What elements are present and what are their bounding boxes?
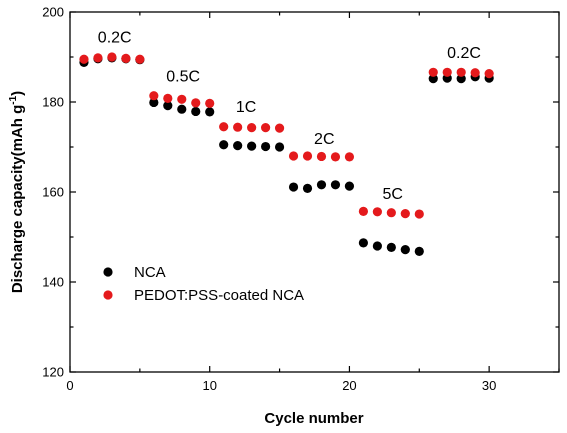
point-nca [344, 181, 355, 191]
point-nca [330, 180, 341, 190]
y-tick-label: 140 [42, 275, 64, 290]
axis-tick-labels: 0 10 20 30 120 140 160 180 200 [42, 5, 496, 394]
point-pedot-coated-nca [442, 67, 452, 77]
point-pedot-coated-nca [121, 53, 131, 63]
y-tick-label: 120 [42, 365, 64, 380]
point-nca [274, 142, 285, 152]
point-pedot-coated-nca [107, 52, 117, 62]
point-nca [428, 74, 438, 84]
point-nca [177, 104, 187, 114]
rate-label: 5C [383, 186, 403, 203]
point-pedot-coated-nca [414, 209, 424, 219]
point-pedot-coated-nca [344, 152, 355, 162]
point-nca [247, 141, 257, 151]
point-pedot-coated-nca [330, 152, 341, 162]
point-pedot-coated-nca [456, 67, 466, 77]
point-nca [233, 141, 243, 151]
x-tick-label: 10 [202, 378, 216, 393]
point-pedot-coated-nca [261, 123, 271, 133]
point-nca [149, 97, 159, 108]
rate-label: 0.5C [166, 68, 200, 85]
point-pedot-coated-nca [219, 122, 229, 132]
point-pedot-coated-nca [386, 208, 396, 218]
point-pedot-coated-nca [93, 53, 103, 63]
point-nca [302, 183, 313, 193]
legend: NCA PEDOT:PSS-coated NCA [103, 264, 304, 304]
legend-marker-pedot [103, 290, 113, 300]
point-pedot-coated-nca [302, 151, 313, 161]
x-tick-label: 0 [66, 378, 73, 393]
point-nca [316, 180, 327, 190]
point-nca [386, 242, 396, 252]
legend-label-nca: NCA [134, 264, 166, 281]
point-nca [372, 241, 382, 251]
point-nca [163, 101, 173, 111]
point-pedot-coated-nca [470, 68, 480, 78]
y-axis-title: Discharge capacity(mAh g-1) [8, 91, 26, 293]
point-pedot-coated-nca [205, 98, 215, 108]
point-nca [288, 182, 299, 192]
point-pedot-coated-nca [358, 206, 368, 216]
point-nca [400, 245, 410, 255]
point-pedot-coated-nca [135, 54, 145, 64]
y-tick-label: 180 [42, 95, 64, 110]
x-tick-label: 20 [342, 378, 356, 393]
point-nca [358, 238, 368, 248]
rate-label: 2C [314, 131, 334, 148]
legend-label-pedot: PEDOT:PSS-coated NCA [134, 287, 304, 304]
point-pedot-coated-nca [316, 151, 327, 162]
rate-label: 1C [236, 99, 256, 116]
rate-label: 0.2C [447, 45, 481, 62]
point-pedot-coated-nca [177, 94, 187, 104]
axis-ticks [69, 11, 560, 373]
y-tick-label: 160 [42, 185, 64, 200]
plot-frame [69, 11, 560, 373]
point-pedot-coated-nca [233, 122, 243, 132]
point-pedot-coated-nca [149, 91, 159, 101]
point-pedot-coated-nca [191, 98, 201, 108]
point-pedot-coated-nca [372, 207, 382, 217]
point-pedot-coated-nca [247, 123, 257, 133]
point-pedot-coated-nca [288, 151, 299, 161]
legend-marker-nca [103, 267, 113, 277]
x-tick-label: 30 [482, 378, 496, 393]
point-pedot-coated-nca [79, 54, 89, 64]
point-pedot-coated-nca [163, 93, 173, 103]
x-axis-title: Cycle number [264, 410, 363, 427]
rate-label: 0.2C [98, 30, 132, 47]
data-points [79, 52, 494, 256]
point-pedot-coated-nca [274, 123, 285, 133]
point-pedot-coated-nca [428, 67, 438, 77]
rate-annotations: 0.2C 0.5C 1C 2C 5C 0.2C [98, 30, 481, 203]
point-nca [456, 74, 466, 84]
point-pedot-coated-nca [400, 209, 410, 219]
point-nca [261, 141, 271, 152]
point-nca [191, 106, 201, 117]
y-tick-label: 200 [42, 5, 64, 20]
point-nca [219, 140, 229, 150]
point-nca [205, 107, 215, 117]
point-pedot-coated-nca [484, 69, 494, 79]
point-nca [414, 246, 424, 256]
